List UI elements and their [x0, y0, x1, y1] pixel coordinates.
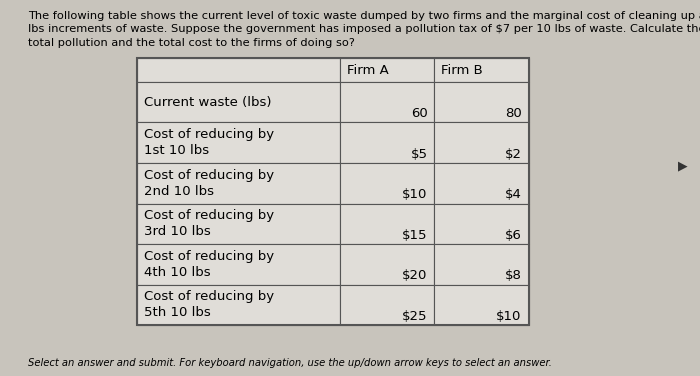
Bar: [136, 58, 528, 325]
Bar: [435, 58, 528, 82]
Text: Select an answer and submit. For keyboard navigation, use the up/down arrow keys: Select an answer and submit. For keyboar…: [28, 358, 552, 368]
Bar: [136, 285, 340, 325]
Text: $25: $25: [402, 310, 428, 323]
Text: $15: $15: [402, 229, 428, 242]
Bar: [340, 82, 435, 123]
Text: The following table shows the current level of toxic waste dumped by two firms a: The following table shows the current le…: [28, 11, 700, 48]
Bar: [136, 203, 340, 244]
Text: $2: $2: [505, 147, 522, 161]
Bar: [340, 203, 435, 244]
Text: Cost of reducing by
2nd 10 lbs: Cost of reducing by 2nd 10 lbs: [144, 169, 274, 198]
Text: Current waste (lbs): Current waste (lbs): [144, 96, 271, 109]
Text: Cost of reducing by
1st 10 lbs: Cost of reducing by 1st 10 lbs: [144, 128, 274, 157]
Bar: [136, 82, 340, 123]
Text: $20: $20: [402, 269, 428, 282]
Text: $10: $10: [496, 310, 522, 323]
Text: $5: $5: [410, 147, 428, 161]
Bar: [340, 285, 435, 325]
Bar: [435, 244, 528, 285]
Text: 80: 80: [505, 107, 522, 120]
Bar: [435, 82, 528, 123]
Bar: [435, 163, 528, 203]
Text: 60: 60: [411, 107, 428, 120]
Text: Firm A: Firm A: [347, 64, 389, 77]
Bar: [136, 58, 340, 82]
Bar: [136, 123, 340, 163]
Text: $10: $10: [402, 188, 428, 201]
Text: Cost of reducing by
3rd 10 lbs: Cost of reducing by 3rd 10 lbs: [144, 209, 274, 238]
Bar: [435, 285, 528, 325]
Text: Cost of reducing by
4th 10 lbs: Cost of reducing by 4th 10 lbs: [144, 250, 274, 279]
Bar: [435, 203, 528, 244]
Text: Firm B: Firm B: [442, 64, 483, 77]
Text: $4: $4: [505, 188, 522, 201]
Bar: [340, 123, 435, 163]
Bar: [340, 244, 435, 285]
Bar: [435, 123, 528, 163]
Bar: [136, 163, 340, 203]
Bar: [340, 163, 435, 203]
Text: $6: $6: [505, 229, 522, 242]
Text: Cost of reducing by
5th 10 lbs: Cost of reducing by 5th 10 lbs: [144, 290, 274, 320]
Bar: [136, 244, 340, 285]
Text: $8: $8: [505, 269, 522, 282]
Text: ▶: ▶: [678, 159, 687, 172]
Bar: [340, 58, 435, 82]
